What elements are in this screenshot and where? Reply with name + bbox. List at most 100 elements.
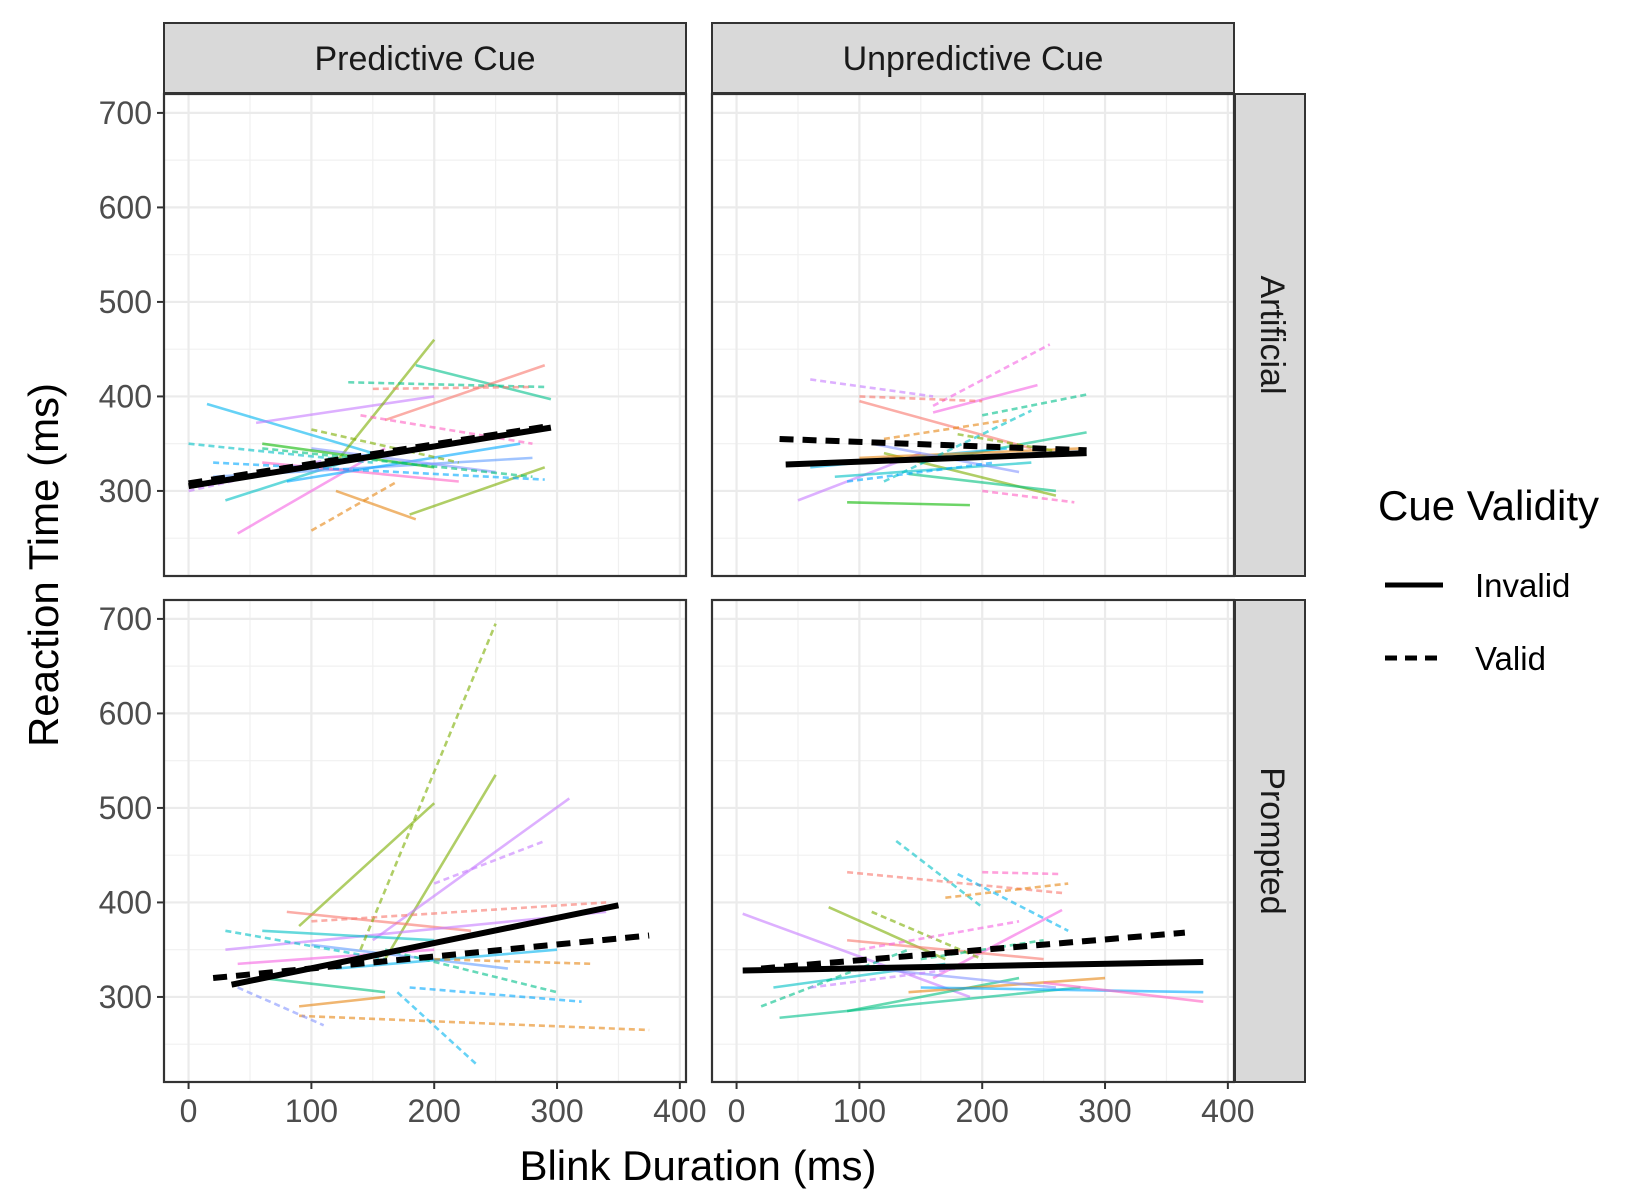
participant-line-invalid [372,797,571,942]
participant-line-valid [883,409,1032,483]
participant-line-valid [434,957,594,966]
participant-line-valid [981,393,1087,417]
strip-box-prompted [1234,599,1306,1083]
strip-box-unpredictive-cue [711,22,1235,94]
y-tick-label: 300 [99,473,152,509]
legend-title: Cue Validity [1378,482,1599,529]
participant-line-valid [372,385,533,391]
fit-line-valid [760,929,1186,972]
y-tick-label: 400 [99,884,152,920]
participant-line-valid [310,480,399,532]
participant-line-valid [262,447,533,479]
participant-line-valid [810,967,958,989]
panel-unpredictive-cue-artificial-background [712,94,1234,576]
participant-line-valid [225,929,386,961]
participant-line-invalid [834,461,1032,479]
participant-line-valid [982,870,1063,876]
participant-line-invalid [871,967,1057,989]
x-tick-label: 200 [956,1093,1009,1129]
participant-line-invalid [311,447,496,474]
panels-layer [162,92,1236,1084]
participant-line-invalid [846,938,1044,961]
axes-layer: 300 400 500 600 700 0 100 200 300 400 300 400 500 600… [99,95,1255,1129]
strip-artificial: Artificial [1234,93,1306,577]
x-tick-label: 400 [1201,1093,1254,1129]
participant-line-valid [237,986,325,1027]
participant-line-invalid [932,383,1038,414]
participant-line-invalid [908,472,1057,493]
panel-predictive-cue-prompted-background [164,600,686,1082]
y-tick-label: 500 [99,284,152,320]
x-axis-title: Blink Duration (ms) [519,1142,876,1189]
participant-line-invalid [384,364,546,422]
legend: Cue Validity Invalid Valid [1378,482,1599,677]
x-tick-label: 400 [653,1093,706,1129]
strip-label-artificial: Artificial [1253,275,1291,394]
participant-line-valid [932,343,1051,408]
x-tick-label: 0 [180,1093,198,1129]
participant-line-invalid [779,986,1081,1020]
participant-line-valid [859,920,1020,951]
participant-line-valid [945,882,1069,899]
participant-line-invalid [846,976,1020,1013]
legend-label-valid: Valid [1475,640,1546,677]
strips-layer: Predictive Cue Unpredictive Cue Artificial… [163,22,1306,1083]
participant-line-invalid [206,402,374,455]
participant-line-invalid [1043,981,1204,1003]
strip-label-predictive-cue: Predictive Cue [314,40,535,78]
strip-prompted: Prompted [1234,599,1306,1083]
panel-predictive-cue-artificial [162,92,688,578]
participant-line-valid [409,986,582,1003]
participant-line-invalid [262,976,386,994]
participant-line-valid [859,395,983,403]
participant-line-invalid [742,912,971,999]
strip-box-predictive-cue [163,22,687,94]
fit-line-valid [188,422,552,487]
participant-line-valid [359,623,497,951]
participant-line-invalid [908,976,1106,994]
legend-label-invalid: Invalid [1475,567,1570,604]
panel-predictive-cue-prompted [162,598,688,1084]
participant-line-valid [810,378,934,398]
participant-line-valid [957,872,1069,932]
participant-line-valid [957,432,1069,455]
participant-line-valid [360,414,533,445]
participant-line-invalid [415,363,552,401]
fit-line-invalid [230,902,620,988]
x-tick-label: 100 [285,1093,338,1129]
fit-line-valid [779,435,1087,454]
participant-line-invalid [847,500,970,507]
y-axis-title: Reaction Time (ms) [20,383,67,747]
y-tick-label: 600 [99,189,152,225]
participant-line-valid [846,870,1063,895]
x-tick-label: 300 [530,1093,583,1129]
fit-line-valid [212,932,650,982]
panel-unpredictive-cue-prompted [710,598,1236,1084]
participant-line-valid [396,991,479,1066]
participant-line-invalid [383,774,497,960]
y-tick-label: 500 [99,790,152,826]
x-tick-label: 300 [1078,1093,1131,1129]
x-tick-label: 0 [728,1093,746,1129]
participant-line-invalid [298,995,386,1008]
participant-line-valid [883,418,1007,441]
participant-line-invalid [255,395,435,425]
strip-predictive-cue: Predictive Cue [163,22,687,94]
participant-line-invalid [262,929,435,942]
participant-line-invalid [859,399,1032,450]
participant-line-invalid [335,489,417,521]
fit-line-invalid [742,958,1204,974]
participant-line-valid [982,489,1075,504]
strip-unpredictive-cue: Unpredictive Cue [711,22,1235,94]
participant-line-valid [299,1014,650,1032]
x-tick-label: 200 [408,1093,461,1129]
strip-box-artificial [1234,93,1306,577]
y-tick-label: 700 [99,601,152,637]
panel-unpredictive-cue-artificial [710,92,1236,578]
y-tick-label: 700 [99,95,152,131]
y-tick-label: 600 [99,695,152,731]
participant-line-invalid [920,986,1204,994]
panel-unpredictive-cue-prompted-background [712,600,1234,1082]
strip-label-unpredictive-cue: Unpredictive Cue [843,40,1104,78]
